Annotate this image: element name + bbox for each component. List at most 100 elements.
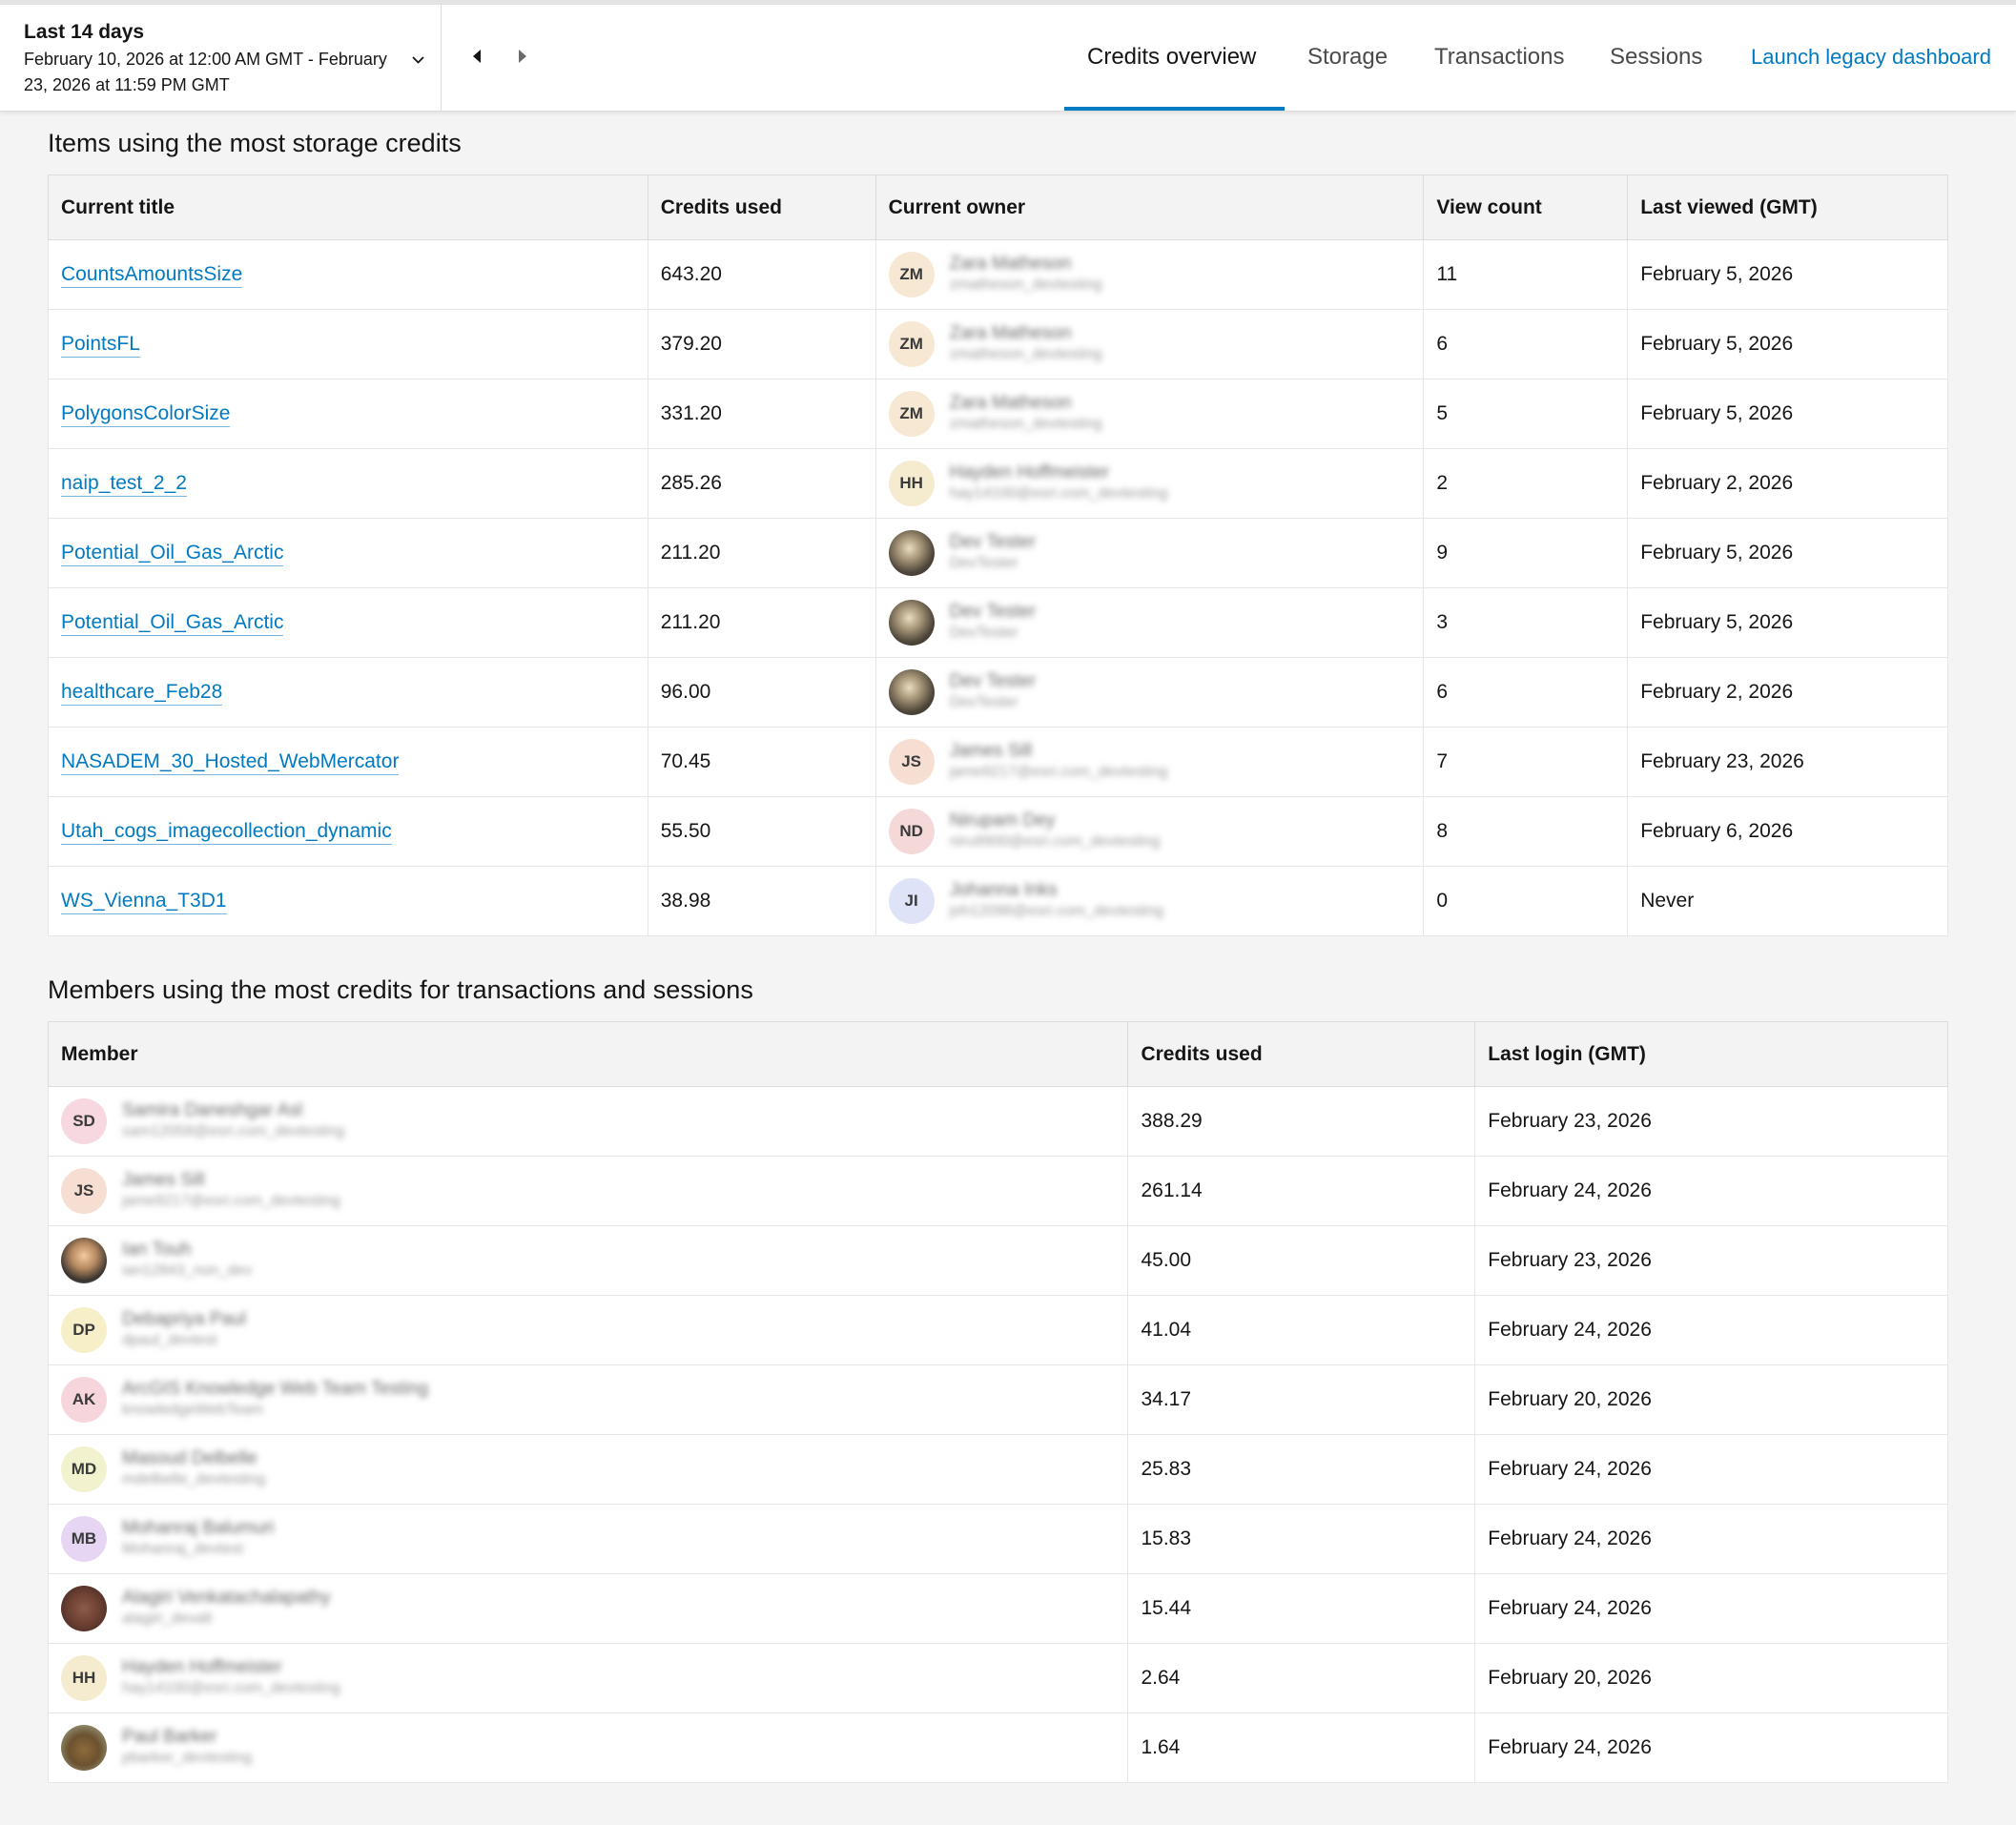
blurred-user-details: Samira Daneshgar Asl sam12058@esri.com_de… xyxy=(122,1100,344,1142)
column-header-member[interactable]: Member xyxy=(47,1021,1129,1087)
owner-info[interactable]: ZM Zara Matheson zmatheson_devtesting xyxy=(888,391,1424,437)
owner-info[interactable]: Dev Tester DevTester xyxy=(888,669,1424,715)
last-viewed-cell: February 5, 2026 xyxy=(1627,587,1948,658)
table-header-row: Member Credits used Last login (GMT) xyxy=(47,1021,1948,1087)
last-viewed-cell: February 5, 2026 xyxy=(1627,239,1948,310)
user-username: alagiri_devalt xyxy=(122,1610,213,1627)
user-full-name: Debapriya Paul xyxy=(122,1309,246,1329)
user-full-name: Zara Matheson xyxy=(949,254,1072,274)
blurred-user-details: ArcGIS Knowledge Web Team Testing knowled… xyxy=(122,1379,428,1421)
credits-used-cell: 379.20 xyxy=(647,309,876,379)
user-username: Mohanraj_devtest xyxy=(122,1541,244,1557)
column-header-last-login[interactable]: Last login (GMT) xyxy=(1474,1021,1948,1087)
table-row: Potential_Oil_Gas_Arctic 211.20 Dev Tester… xyxy=(48,587,1948,658)
members-credits-table: Member Credits used Last login (GMT) SD S… xyxy=(47,1021,1948,1783)
item-title-link[interactable]: Potential_Oil_Gas_Arctic xyxy=(61,611,284,636)
chevron-down-icon[interactable] xyxy=(412,56,424,64)
active-tab-indicator xyxy=(1064,107,1285,111)
owner-info[interactable]: Dev Tester DevTester xyxy=(888,530,1424,576)
blurred-user-details: Zara Matheson zmatheson_devtesting xyxy=(950,323,1102,365)
previous-period-icon[interactable] xyxy=(470,49,483,64)
avatar-photo xyxy=(888,600,935,646)
table-row: JS James Sill jame9217@esri.com_devtesting… xyxy=(47,1156,1948,1226)
members-section-title: Members using the most credits for trans… xyxy=(48,975,753,1004)
column-header-last-viewed[interactable]: Last viewed (GMT) xyxy=(1627,174,1948,240)
credits-used-cell: 96.00 xyxy=(647,657,876,728)
launch-legacy-dashboard-link[interactable]: Launch legacy dashboard xyxy=(1751,45,1991,69)
item-title-link[interactable]: Potential_Oil_Gas_Arctic xyxy=(61,542,284,566)
user-username: knowledgeWebTeam xyxy=(122,1402,264,1418)
owner-info[interactable]: JI Johanna Inks joh12098@esri.com_devtesti… xyxy=(888,878,1424,924)
tab-transactions[interactable]: Transactions xyxy=(1434,44,1565,70)
owner-info[interactable]: JS James Sill jame9217@esri.com_devtesting xyxy=(61,1168,1127,1214)
item-title-link[interactable]: PointsFL xyxy=(61,333,140,358)
user-username: DevTester xyxy=(949,625,1018,641)
column-header-credits-used[interactable]: Credits used xyxy=(1127,1021,1476,1087)
item-title-link[interactable]: Utah_cogs_imagecollection_dynamic xyxy=(61,820,392,845)
user-username: zmatheson_devtesting xyxy=(949,277,1102,293)
column-header-current-title[interactable]: Current title xyxy=(48,174,648,240)
owner-info[interactable]: ZM Zara Matheson zmatheson_devtesting xyxy=(888,321,1424,367)
user-full-name: ArcGIS Knowledge Web Team Testing xyxy=(122,1379,429,1399)
owner-info[interactable]: HH Hayden Hoffmeister hay14100@esri.com_de… xyxy=(61,1655,1127,1701)
owner-info[interactable]: DP Debapriya Paul dpaul_devtest xyxy=(61,1307,1127,1353)
credits-used-cell: 2.64 xyxy=(1127,1643,1476,1713)
avatar: DP xyxy=(61,1307,107,1353)
owner-info[interactable]: SD Samira Daneshgar Asl sam12058@esri.com_… xyxy=(61,1098,1127,1144)
item-title-link[interactable]: WS_Vienna_T3D1 xyxy=(61,890,227,914)
user-full-name: Zara Matheson xyxy=(949,393,1072,413)
item-title-link[interactable]: naip_test_2_2 xyxy=(61,472,187,497)
owner-info[interactable]: MB Mohanraj Balumuri Mohanraj_devtest xyxy=(61,1516,1127,1562)
last-login-cell: February 24, 2026 xyxy=(1474,1573,1948,1644)
item-title-cell: Potential_Oil_Gas_Arctic xyxy=(48,518,648,588)
owner-info[interactable]: ZM Zara Matheson zmatheson_devtesting xyxy=(888,252,1424,297)
owner-info[interactable]: AK ArcGIS Knowledge Web Team Testing knowl… xyxy=(61,1377,1127,1423)
table-row: healthcare_Feb28 96.00 Dev Tester DevTester… xyxy=(48,657,1948,728)
avatar: ZM xyxy=(888,252,935,297)
view-count-cell: 8 xyxy=(1423,796,1629,867)
owner-cell: ZM Zara Matheson zmatheson_devtesting xyxy=(874,309,1425,379)
tab-storage[interactable]: Storage xyxy=(1307,44,1389,70)
credits-used-cell: 70.45 xyxy=(647,727,876,797)
avatar-photo xyxy=(888,530,935,576)
item-title-link[interactable]: NASADEM_30_Hosted_WebMercator xyxy=(61,750,400,775)
owner-info[interactable]: JS James Sill jame9217@esri.com_devtesting xyxy=(888,739,1424,785)
credits-used-cell: 211.20 xyxy=(647,518,876,588)
item-title-link[interactable]: CountsAmountsSize xyxy=(61,263,243,288)
owner-cell: ZM Zara Matheson zmatheson_devtesting xyxy=(874,239,1425,310)
blurred-user-details: Nirupam Dey niru9900@esri.com_devtesting xyxy=(950,810,1161,852)
table-row: HH Hayden Hoffmeister hay14100@esri.com_de… xyxy=(47,1643,1948,1713)
owner-info[interactable]: Dev Tester DevTester xyxy=(888,600,1424,646)
owner-info[interactable]: Paul Barker pbarker_devtesting xyxy=(61,1725,1127,1771)
avatar: JS xyxy=(888,739,935,785)
credits-used-cell: 45.00 xyxy=(1127,1225,1476,1296)
item-title-cell: healthcare_Feb28 xyxy=(48,657,648,728)
avatar: ZM xyxy=(888,321,935,367)
member-cell: HH Hayden Hoffmeister hay14100@esri.com_de… xyxy=(47,1643,1129,1713)
member-cell: JS James Sill jame9217@esri.com_devtesting xyxy=(47,1156,1129,1226)
owner-info[interactable]: Ian Touh ian12843_non_dev xyxy=(61,1238,1127,1283)
table-row: Ian Touh ian12843_non_dev 45.00 February 23… xyxy=(47,1225,1948,1296)
owner-cell: JS James Sill jame9217@esri.com_devtesting xyxy=(874,727,1425,797)
date-range-picker[interactable]: Last 14 days February 10, 2026 at 12:00 … xyxy=(24,18,424,98)
column-header-credits-used[interactable]: Credits used xyxy=(647,174,876,240)
owner-info[interactable]: Alagiri Venkatachalapathy alagiri_devalt xyxy=(61,1586,1127,1631)
credits-used-cell: 34.17 xyxy=(1127,1364,1476,1435)
owner-info[interactable]: ND Nirupam Dey niru9900@esri.com_devtestin… xyxy=(888,809,1424,854)
avatar: HH xyxy=(61,1655,107,1701)
credits-used-cell: 285.26 xyxy=(647,448,876,519)
tab-sessions[interactable]: Sessions xyxy=(1610,44,1703,70)
item-title-link[interactable]: PolygonsColorSize xyxy=(61,402,231,427)
table-row: Potential_Oil_Gas_Arctic 211.20 Dev Tester… xyxy=(48,518,1948,588)
column-header-view-count[interactable]: View count xyxy=(1423,174,1629,240)
table-row: Paul Barker pbarker_devtesting 1.64 Februar… xyxy=(47,1712,1948,1783)
owner-info[interactable]: HH Hayden Hoffmeister hay14100@esri.com_de… xyxy=(888,461,1424,506)
view-count-cell: 5 xyxy=(1423,379,1629,449)
owner-info[interactable]: MD Masoud Delbelle mdelbelle_devtesting xyxy=(61,1446,1127,1492)
tab-credits-overview[interactable]: Credits overview xyxy=(1087,44,1257,70)
column-header-current-owner[interactable]: Current owner xyxy=(874,174,1425,240)
last-viewed-cell: February 2, 2026 xyxy=(1627,448,1948,519)
item-title-link[interactable]: healthcare_Feb28 xyxy=(61,681,223,706)
member-cell: MD Masoud Delbelle mdelbelle_devtesting xyxy=(47,1434,1129,1505)
next-period-icon[interactable] xyxy=(516,49,529,64)
